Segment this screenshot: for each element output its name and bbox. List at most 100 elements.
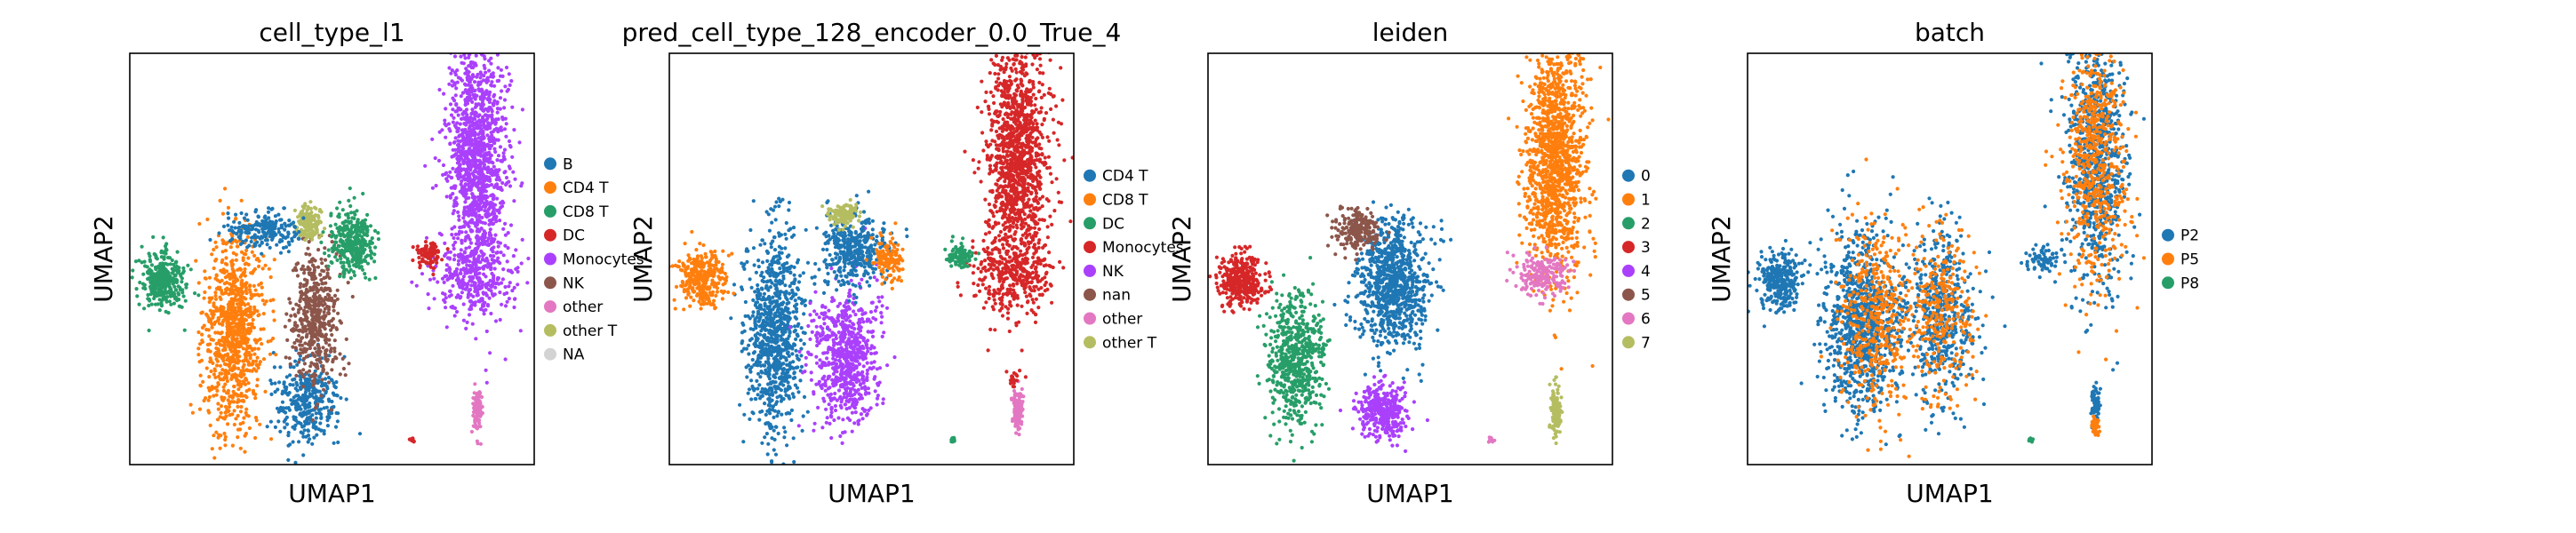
point-monocytes (468, 259, 472, 264)
point-monocytes (490, 115, 494, 119)
point-nk (311, 287, 316, 291)
point-cd4-t (209, 369, 213, 374)
point-monocytes (452, 246, 456, 251)
point-cd4-t (242, 282, 247, 287)
point-monocytes (437, 87, 442, 92)
point-monocytes (519, 261, 524, 266)
point-cd4-t (202, 296, 206, 300)
point-b (264, 218, 268, 222)
point-monocytes (476, 198, 481, 203)
point-b (273, 390, 277, 394)
point-monocytes (492, 92, 497, 97)
point-cd8-t (347, 198, 351, 203)
point-monocytes (485, 184, 490, 188)
point-cd8-t (329, 213, 333, 218)
point-nk (311, 328, 316, 332)
point-b (291, 399, 295, 403)
point-b (344, 397, 348, 402)
point-cd4-t (207, 299, 212, 305)
legend-marker-cd8-t (544, 204, 556, 218)
point-monocytes (479, 227, 484, 231)
point-cd4-t (223, 434, 228, 439)
point-cd8-t (330, 260, 334, 265)
point-b (282, 419, 286, 424)
point-cd4-t (236, 289, 240, 294)
point-monocytes (492, 164, 496, 169)
point-monocytes (1033, 48, 1036, 52)
point-monocytes (474, 214, 478, 219)
point-cd4-t (257, 264, 261, 268)
point-monocytes (485, 123, 490, 128)
point-monocytes (503, 357, 508, 362)
point-nk (308, 252, 312, 257)
point-nk (304, 251, 308, 256)
point-monocytes (448, 289, 452, 293)
point-monocytes (458, 296, 462, 300)
point-monocytes (450, 84, 455, 88)
point-nk (334, 356, 339, 361)
point-monocytes (475, 125, 480, 130)
point-cd8-t (321, 230, 325, 235)
point-cd4-t (218, 198, 222, 203)
point-monocytes (498, 145, 503, 149)
point-cd4-t (240, 465, 244, 469)
point-b (269, 392, 274, 396)
point-cd8-t (332, 247, 336, 251)
point-cd8-t (182, 328, 187, 332)
point-monocytes (508, 4, 511, 8)
point-monocytes (474, 102, 478, 107)
point-cd4-t (233, 317, 237, 322)
point-nk (300, 385, 306, 389)
point-cd4-t (268, 274, 273, 280)
point-monocytes (476, 83, 481, 87)
point-b (268, 222, 272, 227)
point-dc (428, 259, 433, 264)
point-cd8-t (342, 271, 347, 275)
point-nk (294, 268, 299, 273)
point-monocytes (450, 227, 454, 231)
point-monocytes (460, 156, 464, 161)
point-cd4-t (228, 245, 233, 250)
point-monocytes (470, 192, 475, 196)
point-cd4-t (239, 404, 244, 410)
point-other (474, 425, 479, 429)
point-cd4-t (213, 293, 218, 298)
point-nk (291, 306, 295, 311)
point-b (357, 432, 363, 436)
point-b (294, 418, 299, 423)
point-monocytes (459, 94, 463, 99)
point-b (280, 400, 285, 404)
point-cd4-t (218, 363, 222, 368)
point-monocytes (494, 126, 499, 131)
point-cd4-t (226, 409, 231, 413)
point-monocytes (468, 60, 474, 65)
legend-label-other: other (563, 298, 603, 316)
legend-label-nk: NK (563, 274, 585, 292)
legend-label-dc: DC (563, 227, 585, 245)
point-monocytes (496, 276, 501, 281)
point-dc (415, 244, 420, 249)
point-cd4-t (244, 248, 249, 253)
point-monocytes (450, 275, 454, 280)
point-b (339, 395, 343, 401)
point-monocytes (452, 198, 457, 203)
point-monocytes (992, 100, 996, 106)
point-other (476, 403, 480, 408)
point-cd4-t (232, 363, 236, 368)
point-cd4-t (238, 306, 243, 311)
point-other-t (306, 207, 310, 211)
point-monocytes (462, 136, 467, 140)
point-cd8-t (348, 229, 353, 234)
point-b (276, 419, 281, 424)
point-nk (310, 418, 315, 423)
point-cd8-t (147, 303, 151, 308)
point-cd8-t (164, 295, 169, 299)
point-cd4-t (221, 388, 227, 393)
point-cd4-t (228, 362, 232, 366)
point-cd8-t (333, 235, 338, 240)
point-cd4-t (268, 352, 273, 356)
point-cd4-t (246, 414, 251, 418)
point-nk (321, 387, 326, 392)
point-cd4-t (222, 431, 227, 436)
point-b (266, 210, 271, 214)
